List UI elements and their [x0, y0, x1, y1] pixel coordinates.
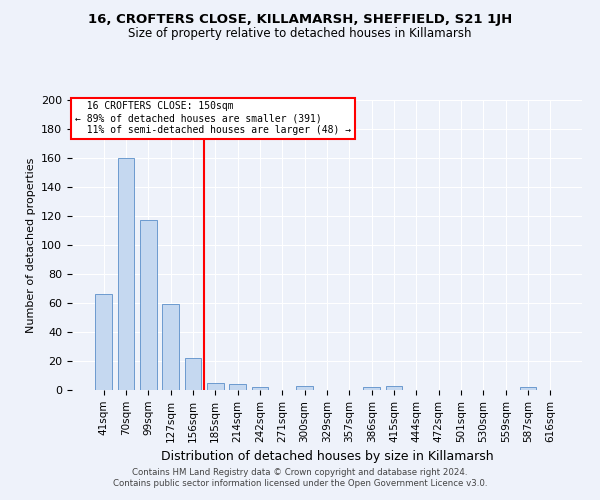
Bar	[118, 158, 134, 390]
Text: 16 CROFTERS CLOSE: 150sqm
← 89% of detached houses are smaller (391)
  11% of se: 16 CROFTERS CLOSE: 150sqm ← 89% of detac…	[74, 102, 350, 134]
Bar	[95, 294, 112, 390]
Bar	[229, 384, 246, 390]
Bar	[185, 358, 202, 390]
Bar	[140, 220, 157, 390]
X-axis label: Distribution of detached houses by size in Killamarsh: Distribution of detached houses by size …	[161, 450, 493, 463]
Bar	[207, 383, 224, 390]
Text: 16, CROFTERS CLOSE, KILLAMARSH, SHEFFIELD, S21 1JH: 16, CROFTERS CLOSE, KILLAMARSH, SHEFFIEL…	[88, 12, 512, 26]
Bar	[162, 304, 179, 390]
Y-axis label: Number of detached properties: Number of detached properties	[26, 158, 35, 332]
Bar	[386, 386, 403, 390]
Bar	[296, 386, 313, 390]
Bar	[364, 387, 380, 390]
Bar	[520, 387, 536, 390]
Text: Size of property relative to detached houses in Killamarsh: Size of property relative to detached ho…	[128, 28, 472, 40]
Text: Contains HM Land Registry data © Crown copyright and database right 2024.
Contai: Contains HM Land Registry data © Crown c…	[113, 468, 487, 487]
Bar	[251, 387, 268, 390]
